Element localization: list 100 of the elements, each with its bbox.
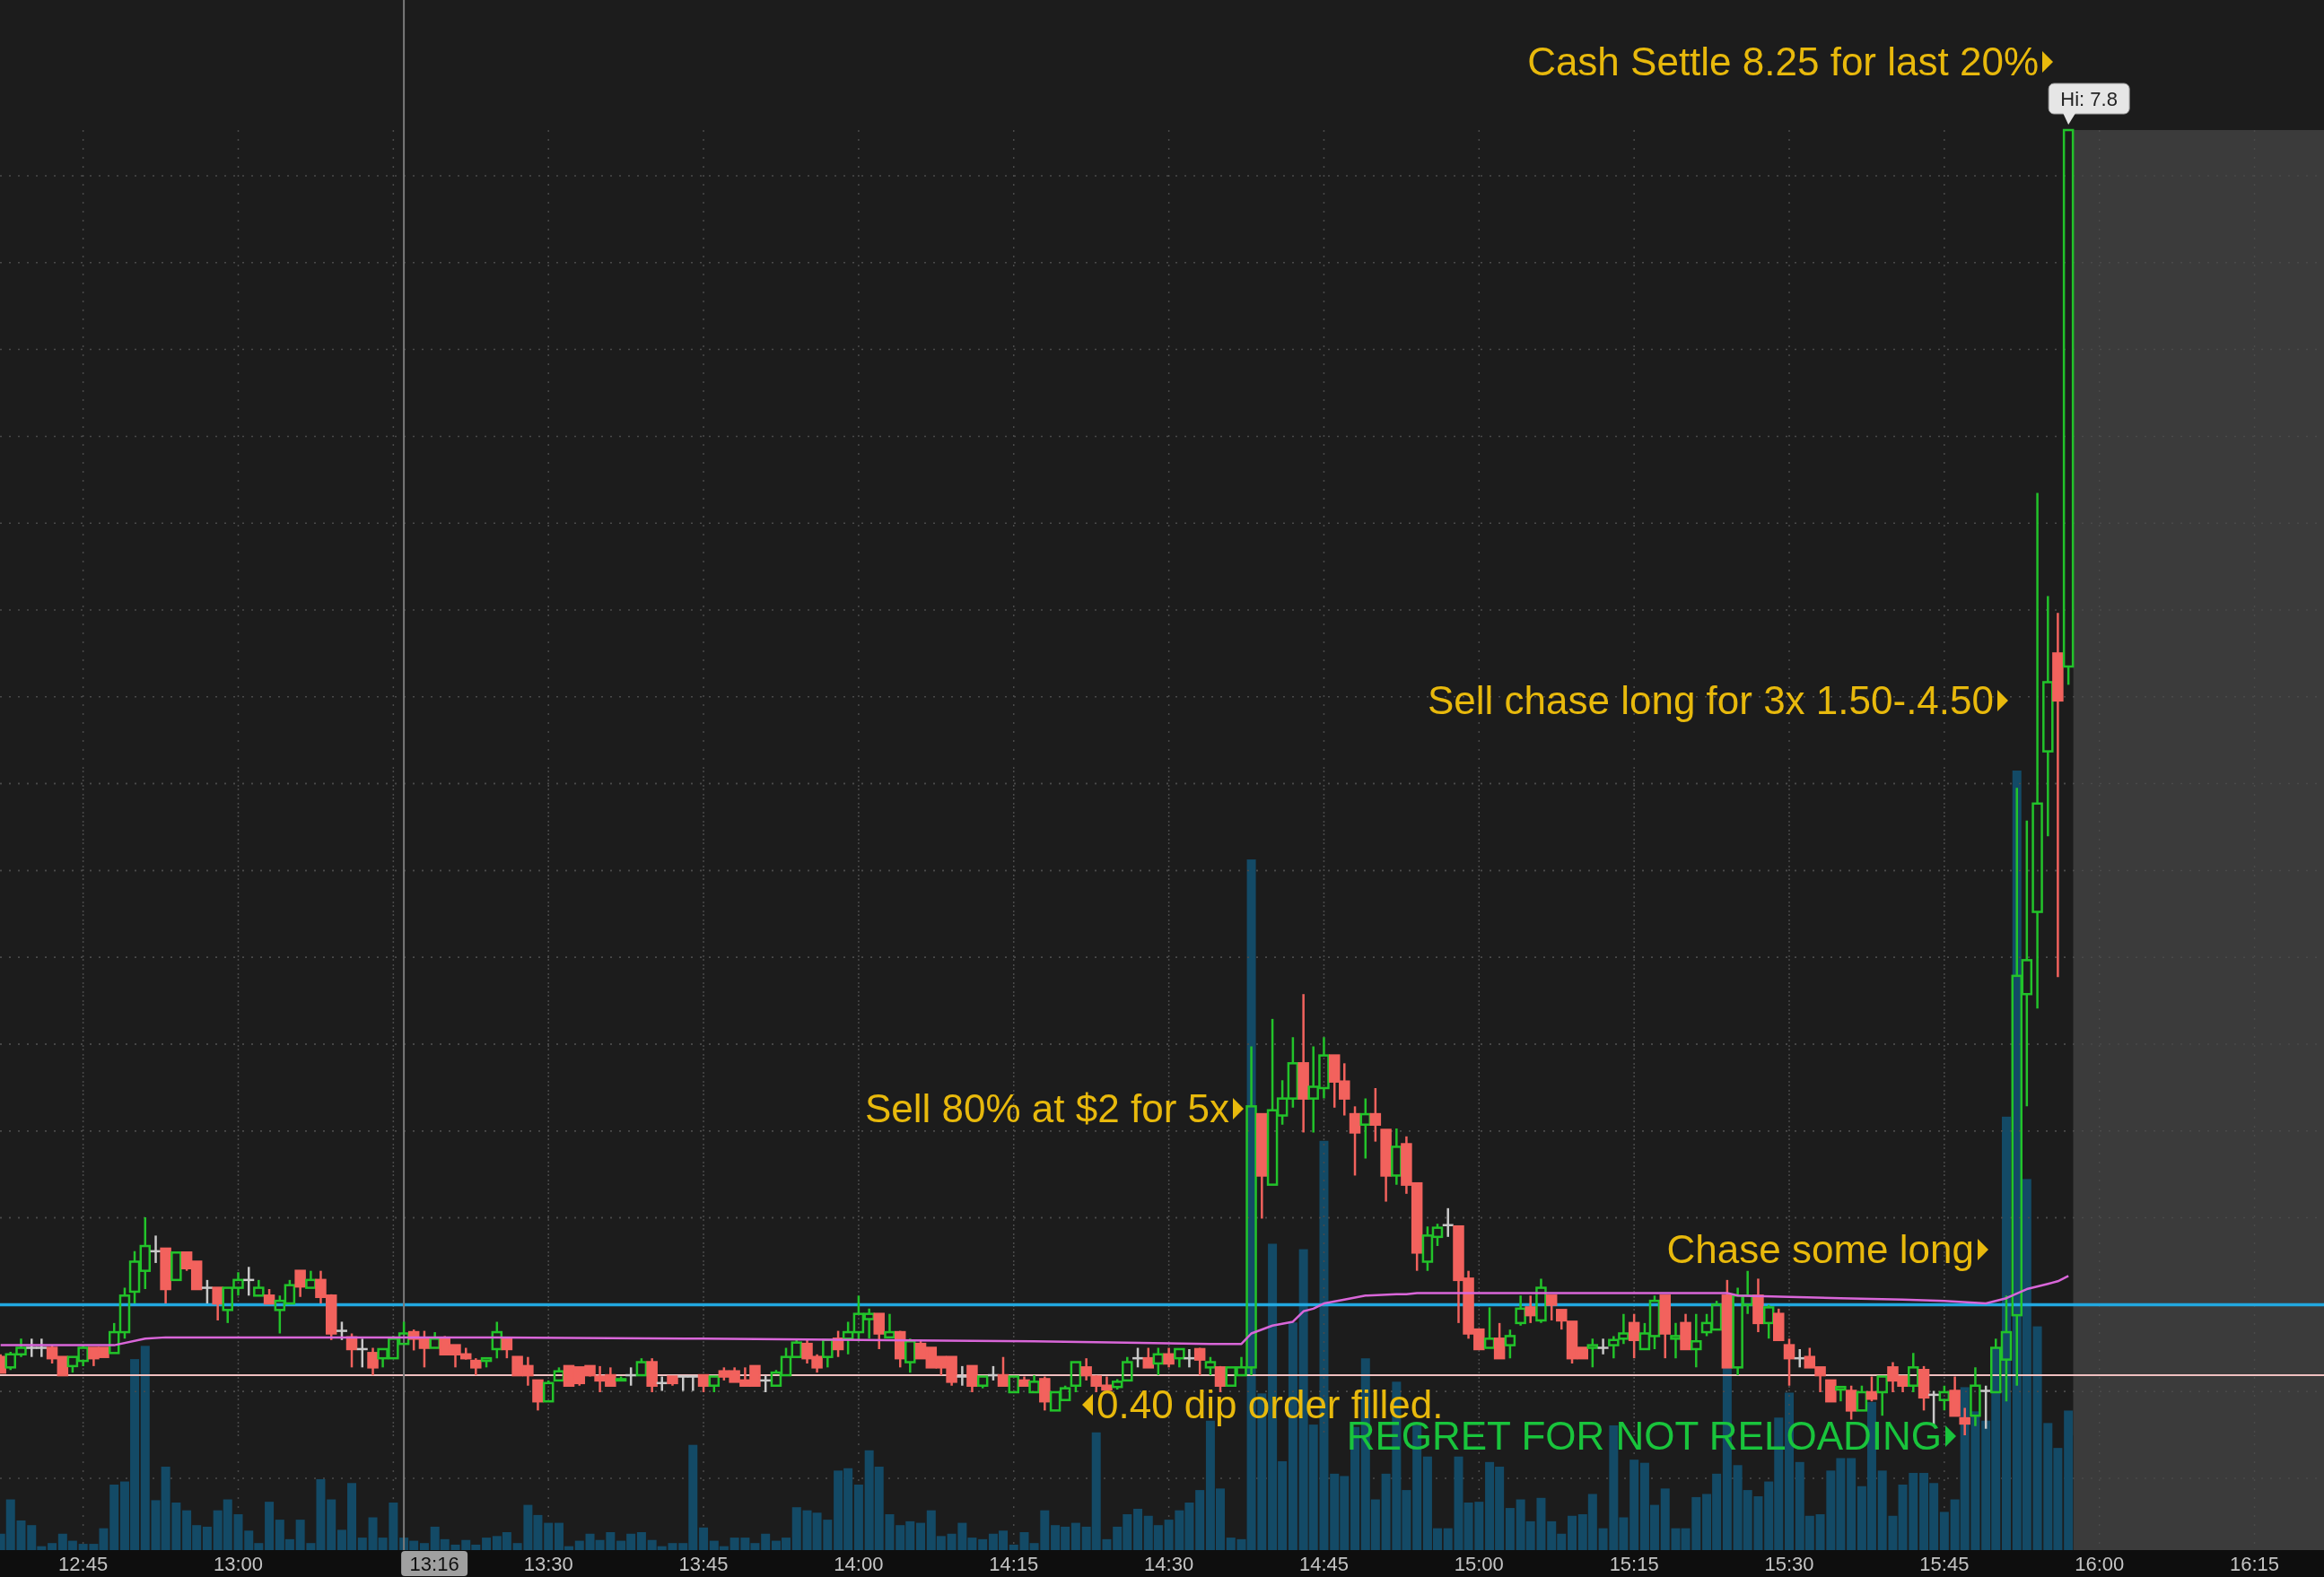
x-tick-label: 13:00: [213, 1553, 264, 1575]
candlestick: [532, 1379, 544, 1412]
candlestick: [1876, 1375, 1888, 1417]
bar: [1847, 1458, 1857, 1550]
bar: [140, 1346, 150, 1550]
candlestick: [1359, 1097, 1372, 1160]
candlestick: [1825, 1379, 1837, 1403]
x-tick-label: 12:45: [58, 1553, 109, 1575]
bar: [202, 1526, 212, 1550]
candlestick: [491, 1320, 503, 1360]
annotation: Chase some long: [1666, 1227, 1974, 1271]
candlestick: [335, 1320, 349, 1342]
bar: [761, 1533, 771, 1550]
candlestick: [1515, 1294, 1526, 1328]
x-tick-label: 15:00: [1454, 1553, 1504, 1575]
annotation: Sell 80% at $2 for 5x: [864, 1086, 1229, 1130]
candlestick: [1441, 1207, 1455, 1239]
candlestick: [200, 1278, 214, 1305]
x-tick-label: 15:15: [1609, 1553, 1659, 1575]
candlestick: [1545, 1294, 1558, 1322]
candlestick: [501, 1337, 513, 1360]
x-tick-label: 13:45: [678, 1553, 729, 1575]
bar: [327, 1499, 336, 1551]
bar: [482, 1538, 492, 1550]
candlestick: [305, 1269, 317, 1289]
bar: [699, 1527, 709, 1550]
bar: [1568, 1515, 1577, 1550]
bar: [574, 1540, 584, 1550]
candlestick: [170, 1251, 182, 1282]
bar: [419, 1543, 429, 1550]
bar: [357, 1538, 367, 1550]
bar: [1133, 1508, 1143, 1550]
bar: [48, 1543, 57, 1550]
candlestick: [697, 1373, 710, 1394]
candlestick: [1504, 1328, 1516, 1360]
candlestick: [1865, 1375, 1878, 1403]
bar: [978, 1538, 988, 1550]
candlestick: [1783, 1337, 1795, 1387]
candlestick: [1028, 1373, 1040, 1394]
candlestick: [1670, 1321, 1682, 1360]
ref-line-label: 13:16: [409, 1553, 459, 1575]
candlestick: [1152, 1346, 1165, 1377]
candlestick: [1628, 1312, 1640, 1360]
candlestick: [1483, 1306, 1496, 1349]
annotation: Sell chase long for 3x 1.50-.4.50: [1427, 678, 1994, 722]
candlestick: [1142, 1346, 1155, 1369]
candlestick: [1174, 1347, 1185, 1369]
bar: [1009, 1544, 1018, 1550]
candlestick: [1008, 1375, 1019, 1394]
candlestick: [253, 1278, 265, 1297]
candlestick: [1493, 1321, 1506, 1360]
candlestick: [1908, 1352, 1919, 1394]
x-tick-label: 15:45: [1919, 1553, 1970, 1575]
candlestick: [1938, 1384, 1951, 1412]
candlestick: [2031, 492, 2043, 1010]
candlestick: [1369, 1086, 1382, 1143]
candlestick: [367, 1346, 379, 1377]
x-tick-label: 16:00: [2075, 1553, 2125, 1575]
candlestick: [2062, 128, 2075, 686]
x-tick-label: 14:30: [1144, 1553, 1194, 1575]
bar: [791, 1507, 801, 1550]
bar: [109, 1485, 119, 1550]
x-tick-label: 13:30: [523, 1553, 573, 1575]
candlestick: [1596, 1337, 1610, 1356]
candlestick: [212, 1286, 223, 1322]
text: Cash Settle 8.25 for last 20%: [1527, 39, 2039, 83]
x-tick-label: 15:30: [1764, 1553, 1814, 1575]
x-tick-label: 14:00: [834, 1553, 884, 1575]
bar: [1070, 1522, 1080, 1550]
candlestick: [884, 1312, 896, 1339]
bar: [2064, 1410, 2074, 1550]
candlestick: [1586, 1337, 1599, 1369]
candlestick: [1845, 1384, 1857, 1421]
candlestick: [1349, 1105, 1361, 1177]
candlestick: [956, 1364, 969, 1387]
bar: [916, 1522, 926, 1550]
candlestick: [1835, 1385, 1847, 1403]
candlestick: [997, 1355, 1009, 1387]
x-tick-label: 16:15: [2230, 1553, 2280, 1575]
candlestick: [1525, 1294, 1536, 1325]
bar: [1505, 1508, 1515, 1550]
x-tick-label: 14:15: [989, 1553, 1039, 1575]
candlestick: [1535, 1277, 1547, 1325]
candlestick: [2042, 595, 2054, 838]
bar: [636, 1532, 646, 1550]
x-tick-label: 14:45: [1298, 1553, 1349, 1575]
bar: [2002, 1116, 2011, 1550]
text: Hi: 7.8: [2060, 88, 2118, 110]
bar: [265, 1502, 275, 1550]
bar: [544, 1522, 554, 1550]
bar: [1195, 1490, 1205, 1550]
bar: [1629, 1459, 1639, 1550]
candlestick: [873, 1312, 885, 1351]
candlestick: [966, 1364, 978, 1394]
candlestick: [1691, 1312, 1702, 1369]
bar: [1939, 1512, 1949, 1550]
candlestick: [294, 1269, 306, 1299]
candlestick: [1193, 1346, 1206, 1377]
bar: [853, 1485, 863, 1550]
candlestick: [1163, 1346, 1175, 1369]
